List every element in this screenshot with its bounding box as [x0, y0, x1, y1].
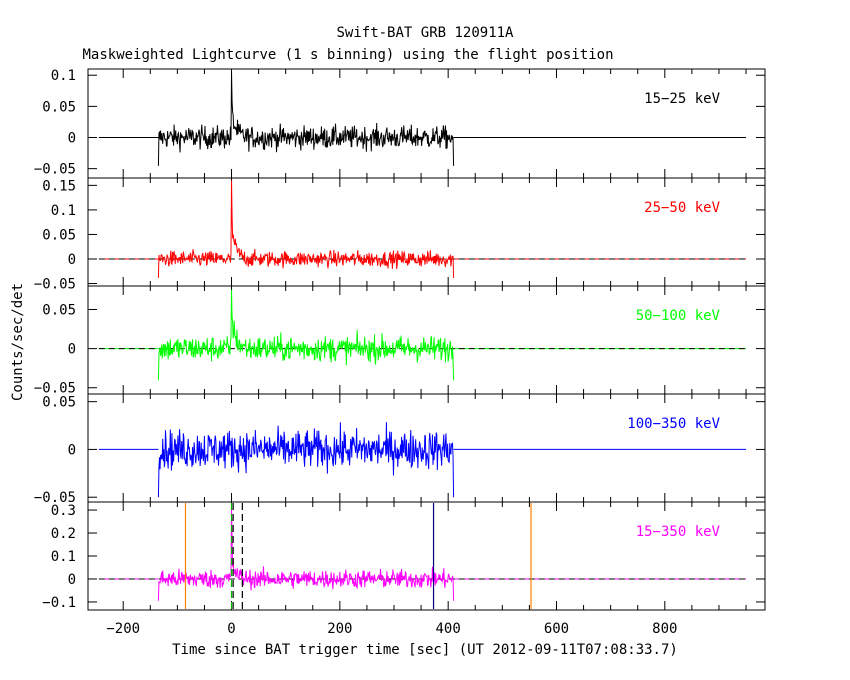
panel-p3: −0.05 0 0.05 50−100 keV — [34, 285, 766, 397]
y-tick-label: −0.05 — [34, 381, 76, 397]
panel-frame — [87, 501, 766, 611]
y-tick-label: 0.05 — [42, 99, 76, 115]
panel-p1: −0.05 0 0.05 0.1 15−25 keV — [34, 68, 766, 179]
panel-frame — [87, 285, 766, 395]
panel-p4: −0.05 0 0.05 100−350 keV — [34, 393, 766, 506]
x-axis-label: Time since BAT trigger time [sec] (UT 20… — [172, 642, 678, 658]
chart-title: Swift-BAT GRB 120911A — [336, 25, 514, 41]
x-tick-label: 200 — [327, 621, 352, 637]
y-tick-label: 0.1 — [51, 68, 76, 84]
y-tick-label: −0.05 — [34, 490, 76, 506]
y-tick-label: 0.15 — [42, 178, 76, 194]
panel-frame — [87, 68, 766, 179]
panel-p5: −0.1 0 0.1 0.2 0.3 15−350 keV — [42, 501, 766, 611]
lightcurve-p5 — [157, 505, 455, 601]
x-tick-label: 400 — [436, 621, 461, 637]
lightcurve-p3 — [157, 289, 455, 381]
y-tick-label: 0.1 — [51, 203, 76, 219]
y-tick-label: 0 — [68, 572, 76, 588]
lightcurve-p4 — [157, 422, 455, 498]
panel-p2: −0.05 0 0.05 0.1 0.15 25−50 keV — [34, 177, 766, 293]
lightcurve-p1 — [157, 72, 455, 166]
y-tick-label: −0.1 — [42, 595, 76, 611]
y-tick-label: −0.05 — [34, 162, 76, 178]
band-label: 100−350 keV — [627, 416, 720, 432]
y-tick-label: −0.05 — [34, 277, 76, 293]
y-tick-label: 0 — [68, 442, 76, 458]
band-label: 15−350 keV — [636, 524, 721, 540]
y-tick-label: 0.05 — [42, 227, 76, 243]
x-tick-label: 800 — [652, 621, 677, 637]
band-label: 15−25 keV — [644, 91, 720, 107]
x-tick-label: −200 — [106, 621, 140, 637]
x-tick-label: 600 — [544, 621, 569, 637]
y-tick-label: 0.2 — [51, 526, 76, 542]
y-tick-label: 0.1 — [51, 549, 76, 565]
y-tick-label: 0.3 — [51, 503, 76, 519]
lightcurve-p2 — [157, 180, 455, 278]
y-axis-label: Counts/sec/det — [10, 283, 26, 401]
y-tick-label: 0 — [68, 342, 76, 358]
band-label: 50−100 keV — [636, 308, 721, 324]
band-label: 25−50 keV — [644, 200, 720, 216]
panels-group: −0.05 0 0.05 0.1 15−25 keV −0.05 0 0.05 0.1 0.15 2… — [34, 68, 766, 637]
panel-frame — [87, 177, 766, 287]
y-tick-label: 0 — [68, 252, 76, 268]
y-tick-label: 0.05 — [42, 395, 76, 411]
y-tick-label: 0.05 — [42, 302, 76, 318]
y-tick-label: 0 — [68, 131, 76, 147]
chart-subtitle: Maskweighted Lightcurve (1 s binning) us… — [82, 47, 613, 63]
x-tick-label: 0 — [227, 621, 235, 637]
